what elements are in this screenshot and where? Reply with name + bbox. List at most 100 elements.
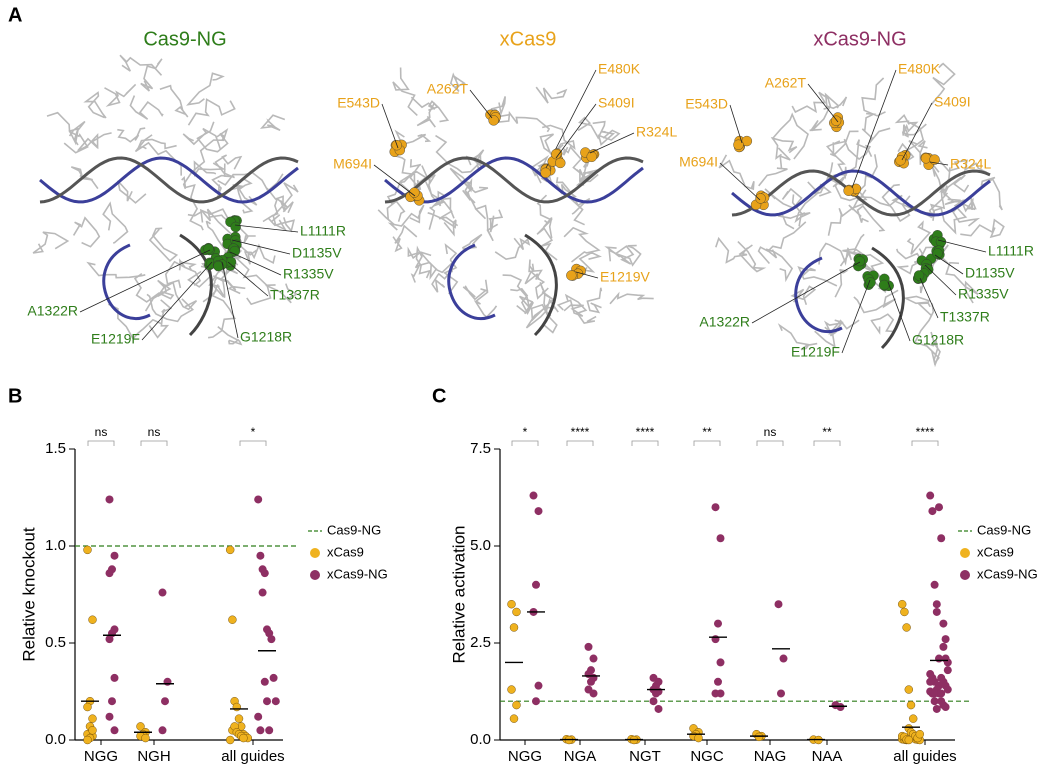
backbone (765, 248, 794, 283)
residue-sphere (865, 277, 876, 288)
structure-title: Cas9-NG (143, 28, 226, 50)
significance-bracket (813, 440, 841, 446)
leader-line (234, 224, 299, 233)
panel-label: B (8, 385, 22, 407)
data-point (587, 677, 595, 686)
backbone (827, 202, 865, 236)
backbone (870, 313, 896, 335)
data-point (584, 642, 593, 651)
backbone (164, 260, 202, 289)
legend-label: Cas9-NG (977, 522, 1031, 537)
backbone (265, 283, 299, 304)
data-point (532, 697, 540, 706)
significance-bracket (87, 440, 115, 446)
mutation-label: D1135V (965, 265, 1015, 281)
backbone (770, 136, 798, 160)
data-point (136, 722, 145, 731)
data-point (105, 635, 114, 644)
backbone (449, 167, 476, 204)
residue-sphere (932, 248, 943, 259)
backbone (961, 197, 977, 213)
backbone (556, 299, 584, 317)
mutation-label: R324L (636, 124, 677, 140)
data-point (225, 545, 235, 555)
backbone (824, 92, 848, 110)
leader-line (227, 261, 269, 297)
data-point (239, 733, 248, 743)
significance-bracket (566, 440, 594, 446)
x-tick-label: NGH (137, 748, 170, 765)
backbone (818, 242, 853, 266)
data-point (589, 654, 598, 663)
residue-sphere (733, 139, 744, 150)
leader-line (381, 103, 399, 149)
backbone (530, 154, 550, 184)
residue-sphere (488, 115, 499, 126)
data-point (265, 726, 274, 735)
backbone (535, 86, 568, 104)
y-tick-label: 1.0 (45, 537, 66, 554)
leader-line (79, 249, 211, 313)
backbone (407, 246, 438, 281)
backbone (980, 176, 1003, 211)
data-point (110, 726, 119, 735)
backbone (119, 54, 163, 76)
data-point (589, 689, 598, 698)
significance-label: ** (822, 425, 832, 439)
data-point (163, 677, 172, 686)
data-point (943, 685, 952, 694)
backbone (474, 204, 499, 242)
data-point (711, 503, 720, 512)
data-point (234, 714, 244, 723)
residue-sphere (913, 270, 925, 281)
data-point (652, 689, 660, 698)
backbone (193, 160, 227, 178)
data-point (256, 726, 265, 735)
y-tick-label: 7.5 (470, 440, 491, 457)
backbone (129, 95, 164, 120)
residue-sphere (225, 256, 237, 268)
backbone (435, 134, 481, 174)
data-point (941, 635, 950, 644)
leader-line (555, 103, 597, 159)
y-axis-title: Relative knockout (19, 527, 38, 661)
structure-title: xCas9 (500, 28, 557, 50)
data-point (254, 712, 263, 721)
data-point (228, 615, 237, 624)
legend-swatch (310, 548, 320, 558)
backbone (104, 83, 137, 107)
mutation-label: A1322R (27, 303, 78, 319)
leader-line (841, 279, 871, 354)
significance-bracket (511, 440, 539, 446)
backbone (182, 127, 229, 190)
legend-label: xCas9-NG (327, 566, 388, 581)
data-point (267, 635, 276, 644)
backbone (259, 114, 286, 132)
backbone (443, 243, 459, 295)
mutation-label: L1111R (300, 223, 346, 239)
data-point (930, 580, 939, 589)
backbone (392, 224, 418, 253)
x-tick-label: NAA (812, 748, 843, 765)
x-tick-label: NGC (690, 748, 724, 765)
backbone (930, 62, 956, 106)
mutation-label: D1135V (292, 245, 342, 261)
data-point (507, 685, 516, 694)
backbone (737, 241, 767, 273)
dna-strand (179, 233, 213, 337)
backbone (236, 185, 258, 214)
backbone (462, 178, 489, 210)
backbone (825, 130, 859, 157)
significance-label: **** (916, 425, 935, 439)
backbone (148, 299, 173, 339)
data-point (105, 495, 114, 504)
leader-line (589, 132, 635, 154)
data-point (904, 685, 913, 694)
backbone (431, 270, 452, 293)
significance-bracket (140, 440, 168, 446)
leader-line (141, 261, 213, 341)
backbone (262, 197, 294, 223)
data-point (937, 534, 946, 543)
residue-sphere (830, 115, 842, 126)
